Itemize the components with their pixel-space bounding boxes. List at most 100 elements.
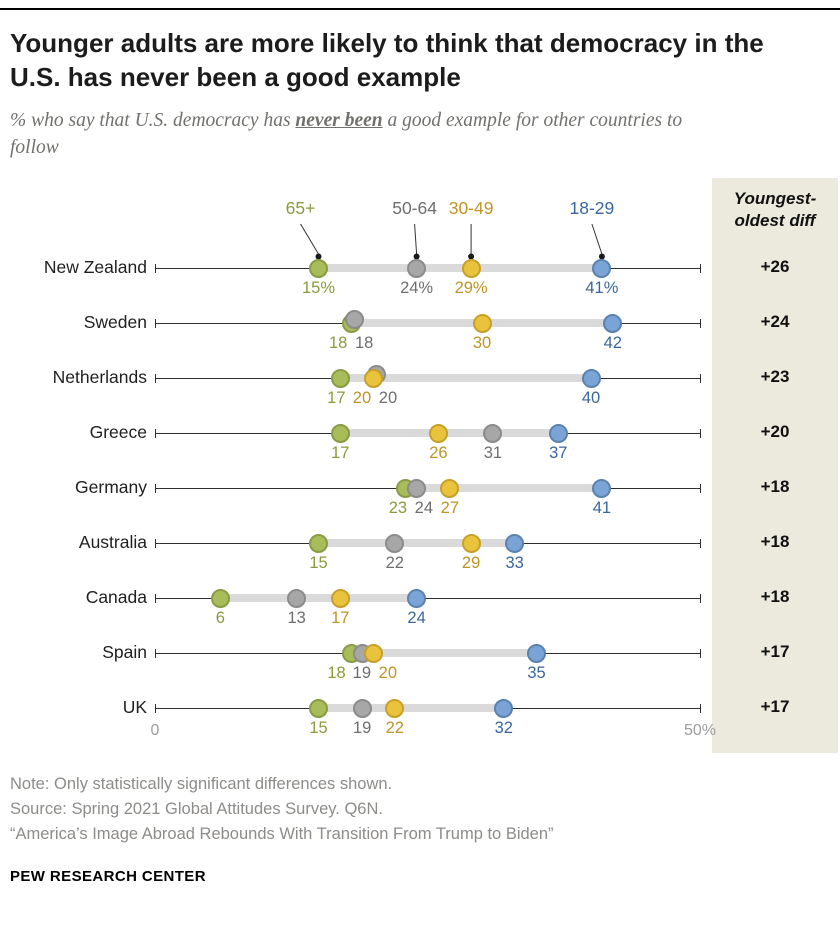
subtitle-emphasis: never been	[295, 109, 383, 131]
dot-50-64	[407, 478, 427, 498]
dot-18-29	[548, 423, 568, 443]
dot-18-29	[505, 533, 525, 553]
value-label-50-64: 22	[385, 554, 404, 572]
value-label-65plus: 15%	[301, 279, 336, 297]
axis-tick-right	[700, 429, 701, 438]
axis-tick-right	[700, 374, 701, 383]
dot-50-64	[483, 423, 503, 443]
value-label-50-64: 24	[414, 499, 434, 517]
axis-tick-left	[155, 484, 156, 493]
axis-tick-left	[155, 704, 156, 713]
value-label-30-49: 29	[461, 554, 481, 572]
row-axis-line	[155, 598, 700, 599]
pew-footer: PEW RESEARCH CENTER	[10, 868, 206, 886]
value-label-50-64: 24%	[400, 279, 434, 297]
value-label-65plus: 15	[309, 719, 328, 737]
dot-30-49	[472, 313, 492, 333]
diff-value: +23	[760, 367, 790, 386]
value-label-50-64: 20	[378, 389, 398, 407]
value-label-30-49: 27	[440, 499, 460, 517]
axis-tick-left	[155, 264, 156, 273]
dot-18-29	[407, 588, 427, 608]
dot-30-49	[439, 478, 459, 498]
value-label-65plus: 23	[388, 499, 408, 517]
axis-tick-right	[700, 539, 701, 548]
country-label: UK	[122, 697, 147, 717]
subtitle-pre: % who say that U.S. democracy has	[10, 109, 296, 131]
dot-30-49	[461, 533, 481, 553]
value-label-30-49: 29%	[454, 279, 488, 297]
dot-18-29	[581, 368, 601, 388]
x-axis-min-label: 0	[150, 722, 160, 739]
legend-label-50-64: 50-64	[392, 198, 437, 218]
range-bar	[400, 484, 607, 492]
axis-tick-right	[700, 319, 701, 328]
dot-50-64	[385, 533, 405, 553]
dot-18-29	[527, 643, 546, 663]
diff-value: +24	[760, 312, 790, 331]
dot-50-64	[352, 698, 372, 718]
value-label-65plus: 17	[331, 444, 350, 462]
value-label-18-29: 35	[527, 664, 546, 682]
value-label-50-64: 18	[355, 334, 374, 352]
value-label-18-29: 37	[549, 444, 568, 462]
axis-tick-right	[700, 264, 701, 273]
dot-30-49	[461, 258, 481, 278]
page-title: Younger adults are more likely to think …	[10, 28, 764, 93]
country-label: Sweden	[83, 312, 147, 332]
dot-65plus	[309, 698, 328, 718]
legend-label-65plus: 65+	[285, 198, 316, 218]
dot-65plus	[309, 258, 328, 278]
value-label-18-29: 42	[603, 334, 622, 352]
axis-tick-left	[155, 539, 156, 548]
dot-65plus	[309, 533, 328, 553]
dot-65plus	[210, 588, 230, 608]
value-label-65plus: 15	[309, 554, 328, 572]
range-bar	[313, 264, 607, 272]
value-label-18-29: 24	[407, 609, 426, 627]
range-bar	[335, 374, 596, 382]
value-label-30-49: 17	[331, 609, 350, 627]
dot-18-29	[592, 478, 612, 498]
range-bar	[313, 539, 520, 547]
dot-30-49	[363, 368, 383, 388]
range-bar	[335, 429, 564, 437]
axis-tick-right	[700, 594, 701, 603]
axis-tick-right	[700, 704, 701, 713]
axis-tick-left	[155, 594, 156, 603]
dot-plot-chart: Youngest-oldest diff 65+ 50-64 30-49 18-29 N…	[0, 178, 840, 756]
value-label-30-49: 26	[429, 444, 448, 462]
top-rule	[0, 8, 840, 10]
x-axis-max-label: 50%	[683, 722, 717, 739]
dot-30-49	[330, 588, 350, 608]
range-bar	[313, 704, 509, 712]
dot-50-64	[287, 588, 307, 608]
range-bar	[215, 594, 422, 602]
value-label-65plus: 18	[327, 664, 346, 682]
dot-65plus	[330, 423, 350, 443]
chart-notes: Note: Only statistically significant dif…	[10, 772, 830, 846]
source-line: Source: Spring 2021 Global Attitudes Sur…	[10, 799, 383, 818]
axis-tick-left	[155, 649, 156, 658]
value-label-30-49: 22	[385, 719, 404, 737]
diff-value: +26	[760, 257, 790, 276]
chart-subtitle: % who say that U.S. democracy has never …	[10, 107, 710, 162]
diff-value: +18	[760, 477, 790, 496]
diff-value: +18	[760, 587, 790, 606]
dot-30-49	[363, 643, 383, 663]
axis-tick-left	[155, 429, 156, 438]
dot-18-29	[494, 698, 514, 718]
value-label-65plus: 18	[329, 334, 348, 352]
value-label-50-64: 19	[352, 664, 372, 682]
dot-18-29	[603, 313, 623, 333]
axis-tick-left	[155, 319, 156, 328]
value-label-18-29: 41	[592, 499, 612, 517]
diff-value: +18	[760, 532, 790, 551]
value-label-65plus: 6	[215, 609, 225, 627]
legend-label-30-49: 30-49	[448, 198, 494, 218]
value-label-65plus: 17	[327, 389, 346, 407]
country-label: New Zealand	[43, 257, 147, 277]
legend-label-18-29: 18-29	[569, 198, 615, 218]
dot-50-64	[344, 309, 364, 329]
axis-tick-left	[155, 374, 156, 383]
